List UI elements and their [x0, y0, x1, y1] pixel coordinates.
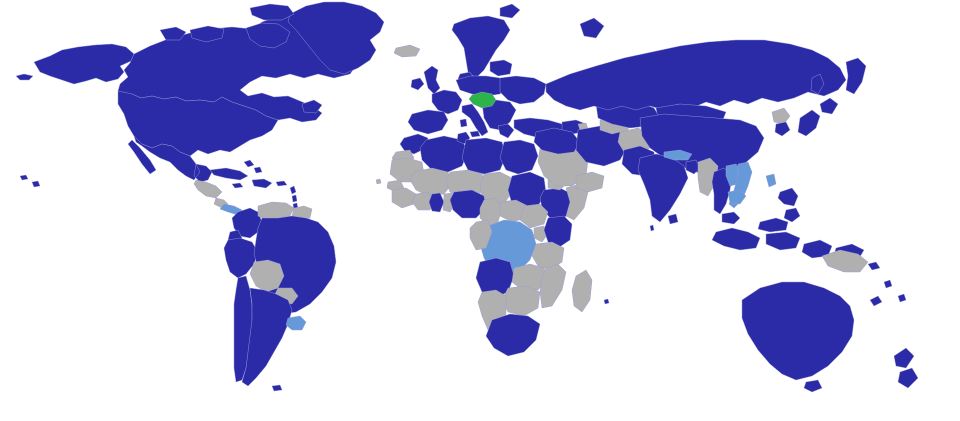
country-taiwan — [766, 174, 776, 187]
island-banks — [160, 27, 186, 40]
country-spain-portugal — [408, 110, 448, 134]
peninsula-baja — [128, 140, 156, 174]
country-north-korea — [772, 108, 790, 124]
country-philippines — [778, 188, 800, 222]
country-iraq-syria-jordan — [534, 128, 580, 154]
region-oceania — [742, 250, 918, 392]
island-sakhalin — [811, 74, 824, 94]
island-svalbard — [500, 4, 520, 18]
country-sri-lanka — [668, 214, 678, 224]
island-jamaica — [232, 183, 243, 188]
region-north-america — [16, 2, 384, 215]
country-japan — [798, 98, 838, 136]
country-nigeria — [450, 190, 486, 218]
country-ivory-coast — [412, 192, 434, 210]
islands-hawaii — [20, 175, 40, 187]
island-newfoundland — [302, 100, 322, 113]
country-baltics — [490, 60, 512, 76]
country-south-korea — [775, 122, 790, 136]
country-south-africa — [486, 314, 540, 356]
region-africa — [387, 132, 592, 356]
islands-new-caledonia — [870, 296, 882, 306]
country-cambodia — [728, 190, 746, 204]
country-russia — [546, 40, 846, 110]
islands-fiji-vanuatu — [884, 280, 906, 302]
islands-bahamas — [244, 160, 262, 173]
country-ukraine-belarus — [500, 76, 546, 104]
island-victoria — [190, 26, 224, 42]
region-europe — [394, 16, 588, 138]
country-kamchatka — [846, 58, 866, 94]
country-mexico — [134, 136, 212, 182]
country-algeria — [420, 136, 468, 172]
island-hispaniola — [252, 179, 272, 188]
country-ghana — [429, 193, 444, 212]
country-venezuela — [258, 202, 294, 220]
country-yemen-oman — [576, 172, 604, 192]
country-mozambique — [540, 264, 566, 308]
country-south-sudan — [520, 204, 548, 228]
country-united-kingdom — [424, 66, 440, 94]
country-nepal-bhutan — [664, 150, 692, 160]
country-congo-gabon — [470, 220, 492, 250]
island-baffin — [246, 23, 290, 48]
country-brazil — [254, 216, 336, 314]
island-tasmania — [804, 380, 822, 392]
country-france-benelux — [432, 90, 462, 114]
region-asia — [546, 40, 866, 260]
country-new-zealand — [894, 348, 918, 388]
country-peru — [224, 238, 258, 278]
country-indonesia — [712, 228, 864, 260]
country-egypt — [500, 140, 538, 174]
island-sicily-sardinia — [460, 119, 480, 137]
region-misc-islands — [376, 4, 654, 304]
country-australia — [742, 282, 854, 380]
country-madagascar — [572, 270, 592, 312]
country-uruguay — [286, 316, 306, 330]
country-libya — [462, 138, 506, 174]
country-alaska — [34, 44, 134, 84]
island-falklands — [272, 385, 282, 391]
country-aleutians — [16, 74, 33, 80]
country-italy — [462, 104, 488, 136]
island-mauritius — [604, 299, 609, 304]
islands-solomon — [868, 262, 880, 270]
island-cuba — [210, 168, 248, 180]
country-greece — [498, 124, 514, 138]
region-south-america — [224, 202, 336, 391]
country-kenya — [544, 216, 572, 248]
country-malaysia — [722, 212, 788, 232]
island-puerto-rico — [276, 181, 287, 186]
country-colombia — [232, 208, 262, 238]
country-iceland — [394, 45, 420, 57]
island-cape-verde — [376, 179, 381, 184]
country-ireland — [411, 78, 424, 90]
country-greenland — [288, 2, 384, 74]
country-hungary — [469, 92, 496, 108]
country-papua-new-guinea — [822, 250, 868, 272]
country-argentina — [242, 288, 292, 386]
country-balkans — [482, 100, 516, 130]
island-maldives — [650, 225, 654, 231]
island-ellesmere — [250, 4, 294, 20]
country-bangladesh — [686, 160, 700, 174]
island-novaya-zemlya — [580, 18, 604, 38]
country-norway-sweden-finland — [452, 16, 510, 78]
